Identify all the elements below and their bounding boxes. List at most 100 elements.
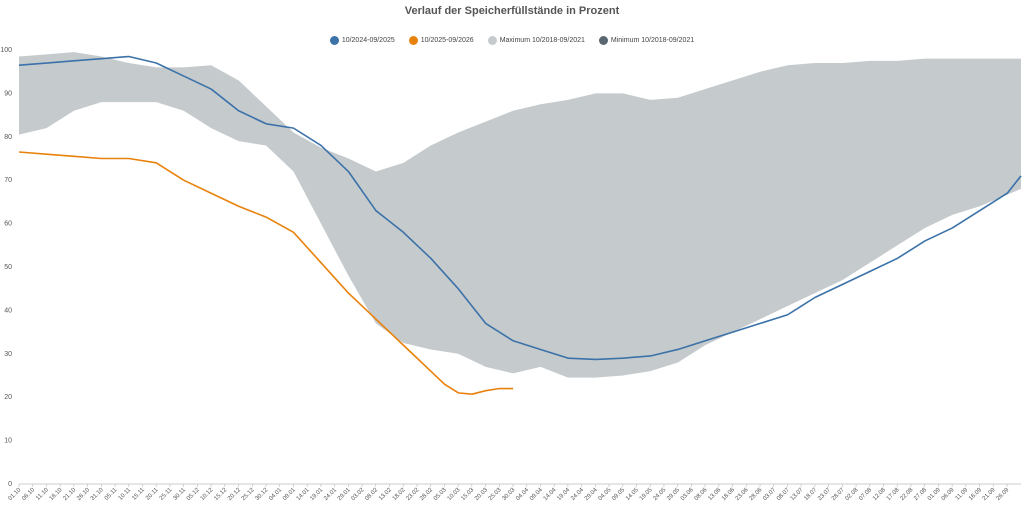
x-tick-label: 10.03 (447, 487, 462, 502)
x-tick-label: 03.02 (351, 487, 366, 502)
x-tick-label: 15.11 (131, 487, 146, 502)
x-tick-label: 06.10 (21, 487, 36, 502)
x-tick-label: 04.01 (268, 487, 283, 502)
x-tick-label: 17.08 (886, 487, 901, 502)
legend-label-2024: 10/2024-09/2025 (341, 37, 395, 44)
x-tick-label: 06.09 (941, 487, 956, 502)
x-tick-label: 15.03 (460, 487, 475, 502)
x-tick-label: 20.03 (474, 487, 489, 502)
x-tick-label: 16.10 (49, 487, 64, 502)
legend-swatch-maximum (487, 36, 497, 45)
x-tick-label: 09.01 (282, 487, 297, 502)
x-tick-label: 12.08 (872, 487, 887, 502)
x-tick-label: 10.11 (118, 487, 133, 502)
x-tick-label: 13.07 (790, 487, 805, 502)
legend-label-2025: 10/2025-09/2026 (420, 37, 474, 44)
chart-title: Verlauf der Speicherfüllstände in Prozen… (404, 5, 620, 17)
x-tick-label: 09.04 (529, 487, 544, 502)
x-tick-label: 26.09 (996, 487, 1011, 502)
x-tick-label: 05.03 (433, 487, 448, 502)
x-tick-label: 04.04 (515, 487, 530, 502)
y-tick-label: 90 (4, 90, 12, 97)
x-tick-label: 18.06 (721, 487, 736, 502)
x-tick-label: 08.06 (694, 487, 709, 502)
x-tick-label: 28.06 (749, 487, 764, 502)
x-tick-label: 26.10 (76, 487, 91, 502)
x-tick-label: 01.09 (927, 487, 942, 502)
x-tick-label: 22.08 (899, 487, 914, 502)
x-tick-label: 04.05 (598, 487, 613, 502)
legend-label-minimum: Minimum 10/2018-09/2021 (610, 37, 695, 44)
x-tick-label: 15.12 (213, 487, 228, 502)
x-tick-label: 24.01 (323, 487, 338, 502)
legend: 10/2024-09/2025 10/2025-09/2026 Maximum … (0, 36, 1024, 45)
legend-swatch-2025 (408, 36, 418, 45)
x-tick-label: 23.02 (405, 487, 420, 502)
x-tick-label: 25.12 (241, 487, 256, 502)
x-tick-label: 18.02 (392, 487, 407, 502)
x-tick-label: 08.07 (776, 487, 791, 502)
x-tick-label: 14.01 (296, 487, 311, 502)
x-tick-label: 28.07 (831, 487, 846, 502)
x-tick-label: 14.05 (625, 487, 640, 502)
band-layer (19, 52, 1021, 378)
x-tick-label: 09.05 (611, 487, 626, 502)
x-tick-label: 25.03 (488, 487, 503, 502)
x-tick-label: 20.11 (145, 487, 160, 502)
x-tick-label: 20.12 (227, 487, 242, 502)
y-tick-label: 0 (8, 481, 12, 488)
legend-label-maximum: Maximum 10/2018-09/2021 (499, 37, 585, 44)
x-tick-label: 14.04 (543, 487, 558, 502)
y-tick-label: 60 (4, 221, 12, 228)
x-tick-label: 08.02 (364, 487, 379, 502)
y-tick-label: 40 (4, 307, 12, 314)
x-tick-label: 16.09 (968, 487, 983, 502)
x-tick-label: 18.07 (803, 487, 818, 502)
x-tick-label: 13.06 (707, 487, 722, 502)
legend-item-maximum[interactable]: Maximum 10/2018-09/2021 (487, 36, 585, 45)
x-tick-label: 02.08 (845, 487, 860, 502)
y-tick-label: 10 (4, 438, 12, 445)
x-tick-label: 19.05 (639, 487, 654, 502)
x-tick-label: 23.06 (735, 487, 750, 502)
x-tick-label: 30.03 (502, 487, 517, 502)
series-line-2024[interactable] (18, 55, 1022, 361)
x-tick-label: 05.11 (104, 487, 119, 502)
legend-item-minimum[interactable]: Minimum 10/2018-09/2021 (598, 36, 695, 45)
x-tick-label: 10.12 (200, 487, 215, 502)
legend-item-2025[interactable]: 10/2025-09/2026 (408, 36, 474, 45)
legend-swatch-2024 (329, 36, 339, 45)
x-tick-label: 25.11 (159, 487, 174, 502)
x-tick-label: 01.10 (8, 487, 23, 502)
x-tick-label: 07.08 (858, 487, 873, 502)
x-tick-label: 30.11 (173, 487, 188, 502)
series-line-2025[interactable] (18, 151, 514, 395)
x-tick-label: 21.10 (62, 487, 77, 502)
x-tick-label: 24.04 (570, 487, 585, 502)
y-tick-label: 30 (4, 351, 12, 358)
x-tick-label: 03.07 (762, 487, 777, 502)
x-tick-label: 11.10 (35, 487, 50, 502)
x-tick-label: 28.02 (419, 487, 434, 502)
x-tick-label: 29.05 (666, 487, 681, 502)
x-tick-label: 03.06 (680, 487, 695, 502)
x-tick-label: 05.12 (186, 487, 201, 502)
x-tick-label: 29.04 (584, 487, 599, 502)
range-band (19, 52, 1021, 378)
y-tick-label: 80 (4, 134, 12, 141)
x-tick-label: 29.01 (337, 487, 352, 502)
x-tick-label: 11.09 (955, 487, 970, 502)
x-tick-label: 23.07 (817, 487, 832, 502)
y-tick-label: 100 (0, 47, 12, 54)
x-tick-label: 31.10 (90, 487, 105, 502)
x-tick-label: 19.01 (309, 487, 324, 502)
y-tick-label: 20 (4, 394, 12, 401)
legend-swatch-minimum (598, 36, 608, 45)
y-tick-label: 70 (4, 177, 12, 184)
x-tick-label: 30.12 (255, 487, 270, 502)
x-tick-label: 13.02 (378, 487, 393, 502)
line-layer (18, 55, 1022, 395)
x-tick-label: 21.09 (982, 487, 997, 502)
legend-item-2024[interactable]: 10/2024-09/2025 (329, 36, 395, 45)
